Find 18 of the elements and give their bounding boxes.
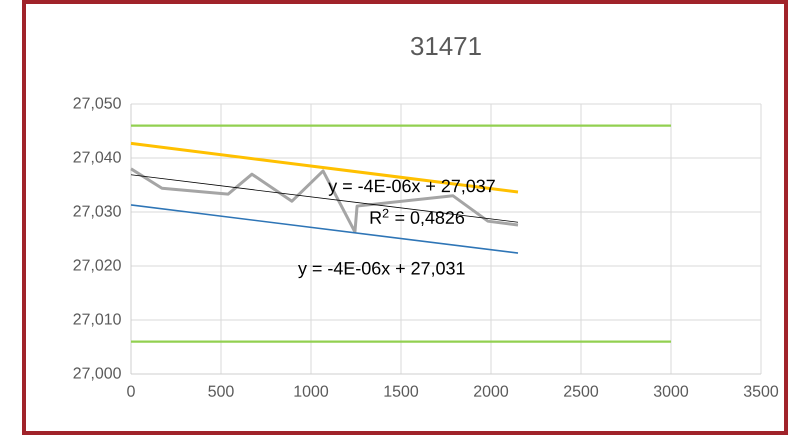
x-tick-label: 3500 <box>744 386 778 397</box>
x-tick-label: 0 <box>127 386 135 397</box>
y-tick-label: 27,010 <box>74 313 121 327</box>
y-tick-label: 27,040 <box>74 151 121 165</box>
y-tick-label: 27,000 <box>74 367 121 381</box>
x-tick-label: 1500 <box>384 386 418 397</box>
y-tick-label: 27,050 <box>74 97 121 111</box>
y-tick-label: 27,020 <box>74 259 121 273</box>
x-tick-label: 2000 <box>474 386 508 397</box>
line-series <box>130 167 520 234</box>
annotation: R$^{2}$ = 0,4826 <box>370 208 464 226</box>
annotation: y = -4E-06x + 27,031 <box>298 262 465 278</box>
x-tick-label: 3000 <box>654 386 688 397</box>
x-tick-label: 1000 <box>294 386 328 397</box>
y-tick-label: 27,030 <box>74 205 121 219</box>
chart-title: 31471 <box>410 36 481 56</box>
x-tick-label: 2500 <box>564 386 598 397</box>
x-tick-label: 500 <box>208 386 234 397</box>
